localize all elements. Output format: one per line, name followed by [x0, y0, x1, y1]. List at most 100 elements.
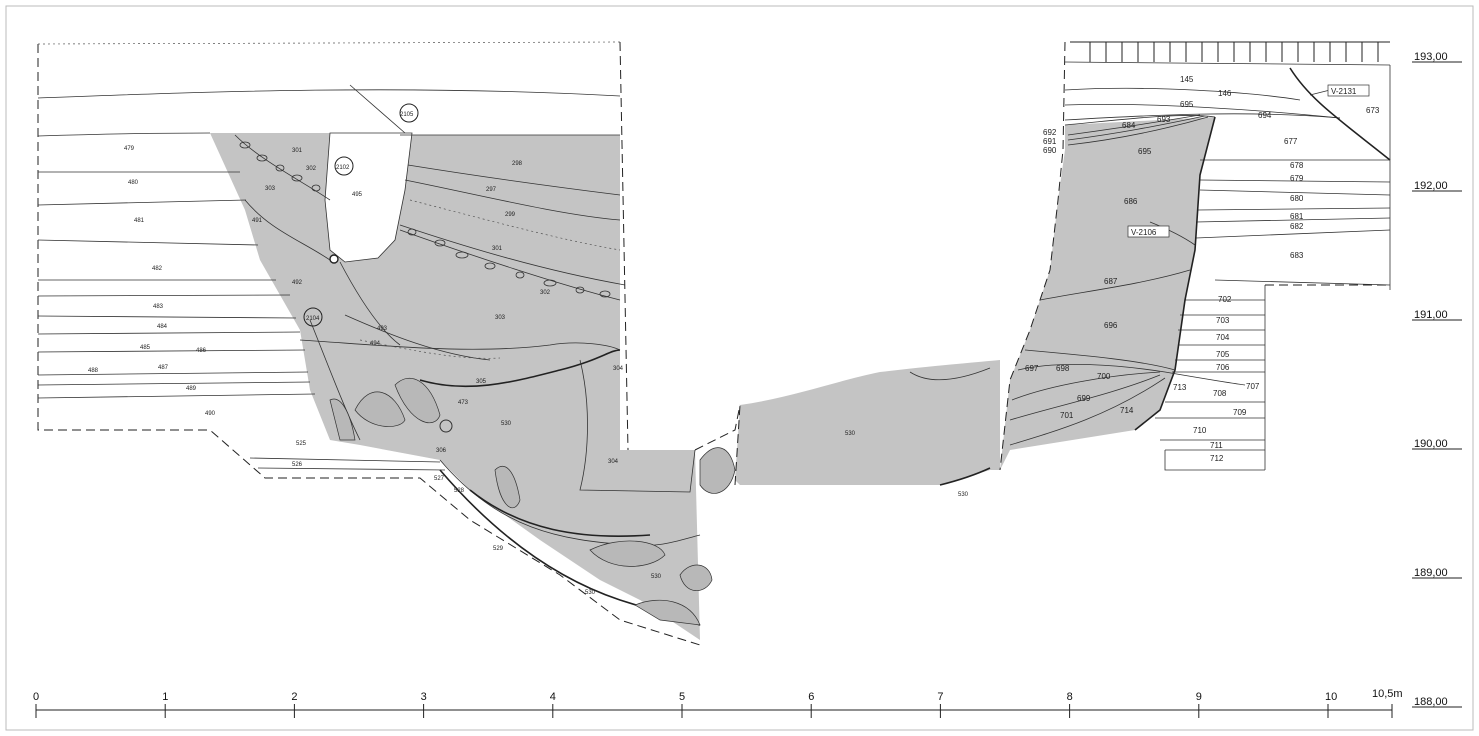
layer-label: 493	[377, 326, 388, 332]
layer-label: 492	[292, 280, 303, 286]
layer-label: 677	[1284, 137, 1298, 146]
layer-label: 530	[845, 431, 856, 437]
layer-label: 495	[352, 192, 363, 198]
patch-7	[679, 564, 713, 591]
left-profile	[37, 41, 736, 646]
layer-label: 692	[1043, 128, 1057, 137]
layer-label: 711	[1210, 441, 1223, 450]
scale-tick-label: 2	[291, 691, 297, 703]
scale-tick-label: 6	[808, 691, 814, 703]
elevation-label: 189,00	[1414, 567, 1448, 579]
layer-label: 706	[1216, 363, 1230, 372]
elevation-label: 188,00	[1414, 696, 1448, 708]
layer-label: 684	[1122, 121, 1136, 130]
layer-label: 709	[1233, 408, 1247, 417]
patch-4	[494, 465, 521, 509]
layer-label: 301	[492, 246, 503, 252]
layer-label: 303	[495, 315, 506, 321]
layer-label: 686	[1124, 197, 1138, 206]
layer-label: 484	[157, 324, 168, 330]
stone-circle	[439, 419, 453, 433]
middle-fill	[735, 360, 1000, 485]
layer-label: 481	[134, 218, 145, 224]
left-labels: 479 480 481 482 483 484 485 486 487 488 …	[88, 112, 662, 596]
layer-label: 494	[370, 341, 381, 347]
layer-label: 707	[1246, 382, 1260, 391]
layer-label: 714	[1120, 406, 1134, 415]
right-profile	[999, 41, 1391, 471]
find-label: 2102	[336, 165, 350, 171]
layer-label: 682	[1290, 222, 1304, 231]
layer-label: 480	[128, 180, 139, 186]
layer-label: 695	[1180, 100, 1194, 109]
layer-label: 693	[1157, 115, 1171, 124]
layer-label: 479	[124, 146, 135, 152]
layer-label: 708	[1213, 389, 1227, 398]
layer-label: 528	[454, 488, 465, 494]
layer-label: 687	[1104, 277, 1118, 286]
middle-section	[694, 360, 1000, 486]
layer-label: 703	[1216, 316, 1230, 325]
left-top-line	[37, 41, 621, 45]
layer-label: 306	[436, 448, 447, 454]
layer-label: 529	[493, 546, 504, 552]
elevation-axis: 193,00 192,00 191,00 190,00 189,00 188,0…	[1412, 51, 1462, 708]
scale-tick-label: 10	[1325, 691, 1337, 703]
scale-end-label: 10,5m	[1372, 688, 1403, 700]
layer-label: 299	[505, 212, 516, 218]
layer-label: 680	[1290, 194, 1304, 203]
layer-label: 683	[1290, 251, 1304, 260]
elevation-label: 192,00	[1414, 180, 1448, 192]
layer-label: 681	[1290, 212, 1304, 221]
layer-label: 473	[458, 400, 469, 406]
patch-6	[589, 540, 666, 567]
layer-label: 697	[1025, 364, 1039, 373]
find-label: 2105	[400, 112, 414, 118]
sample-box-v2131	[1327, 84, 1370, 97]
layer-label: 702	[1218, 295, 1232, 304]
layer-label: 701	[1060, 411, 1074, 420]
layer-label: 489	[186, 386, 197, 392]
right-labels: 145 146 695 694 673 677 678 679 680 681 …	[1025, 75, 1380, 463]
layer-label: 305	[476, 379, 487, 385]
layer-label: 485	[140, 345, 151, 351]
layer-label: 488	[88, 368, 99, 374]
layer-label: 483	[153, 304, 164, 310]
layer-label: 304	[608, 459, 619, 465]
scale-tick-label: 7	[937, 691, 943, 703]
layer-label: 691	[1043, 137, 1057, 146]
layer-label: 146	[1218, 89, 1232, 98]
layer-label: 487	[158, 365, 169, 371]
layer-label: 696	[1104, 321, 1118, 330]
sample-label-v2131: V-2131	[1331, 87, 1357, 96]
elevation-label: 193,00	[1414, 51, 1448, 63]
patch-2	[394, 377, 441, 424]
scale-tick-label: 5	[679, 691, 685, 703]
layer-label: 302	[540, 290, 551, 296]
layer-label: 301	[292, 148, 303, 154]
scale-bar: 0 1 2 3 4 5 6 7 8 9 10 10,5m	[33, 688, 1403, 718]
layer-label: 490	[205, 411, 216, 417]
layer-label: 527	[434, 476, 445, 482]
layer-label: 486	[196, 348, 207, 354]
layer-label: 700	[1097, 372, 1111, 381]
scale-tick-label: 0	[33, 691, 39, 703]
patch-5	[699, 447, 736, 494]
stone-band	[239, 141, 611, 298]
scale-tick-label: 4	[550, 691, 556, 703]
find-circle-2102	[334, 156, 354, 176]
layer-label: 297	[486, 187, 497, 193]
layer-label: 690	[1043, 146, 1057, 155]
layer-label: 491	[252, 218, 263, 224]
patch-1	[354, 391, 406, 427]
layer-label: 699	[1077, 394, 1091, 403]
topsoil-hatch	[1070, 41, 1390, 62]
sample-box-v2106	[1127, 225, 1170, 238]
layer-label: 698	[1056, 364, 1070, 373]
layer-label: 482	[152, 266, 163, 272]
layer-label: 705	[1216, 350, 1230, 359]
right-left-edge	[999, 41, 1066, 471]
right-fill	[1000, 117, 1215, 470]
layer-label: 530	[651, 574, 662, 580]
